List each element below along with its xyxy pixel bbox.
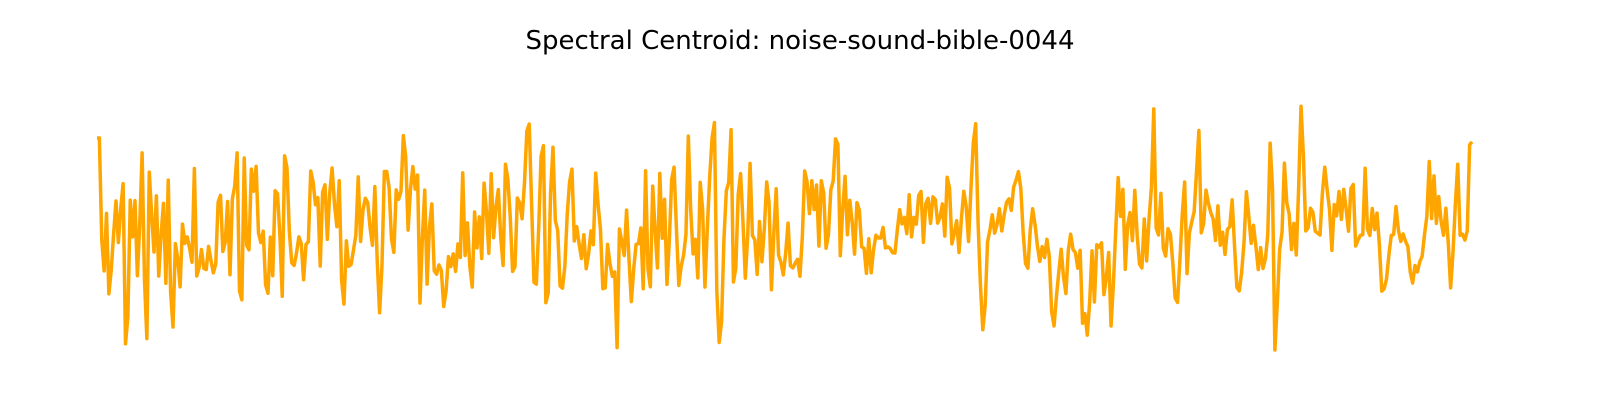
spectral-centroid-series-line [97,104,1474,352]
chart-title: Spectral Centroid: noise-sound-bible-004… [525,26,1075,56]
